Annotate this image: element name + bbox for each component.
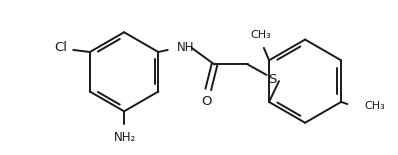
Text: NH: NH xyxy=(177,41,195,54)
Text: O: O xyxy=(201,95,211,108)
Text: CH₃: CH₃ xyxy=(364,101,385,111)
Text: S: S xyxy=(269,73,277,86)
Text: Cl: Cl xyxy=(54,41,67,54)
Text: CH₃: CH₃ xyxy=(250,30,271,40)
Text: NH₂: NH₂ xyxy=(114,131,136,144)
